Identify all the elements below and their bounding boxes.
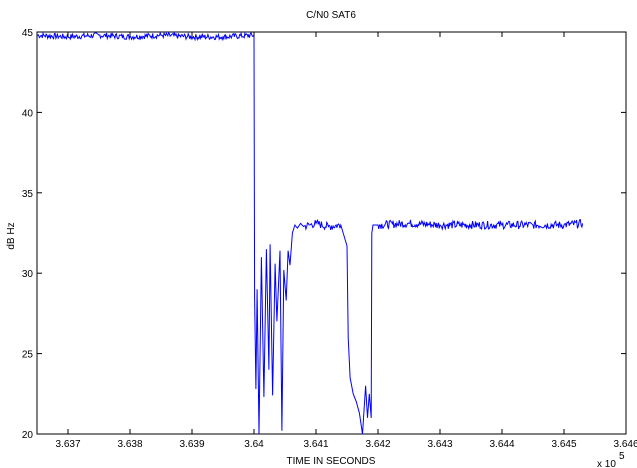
x-tick-label: 3.641 <box>303 439 328 450</box>
x-tick-label: 3.643 <box>427 439 452 450</box>
chart-title: C/N0 SAT6 <box>306 10 356 21</box>
x-tick-label: 3.642 <box>365 439 390 450</box>
x-tick-label: 3.646 <box>613 439 637 450</box>
x-axis-label: TIME IN SECONDS <box>287 456 376 467</box>
plot-frame <box>36 31 627 435</box>
y-axis-label: dB Hz <box>6 222 17 249</box>
x-tick-label: 3.638 <box>117 439 142 450</box>
y-tick-label: 45 <box>22 28 34 39</box>
x-multiplier-exponent: 5 <box>619 451 625 462</box>
y-tick-label: 25 <box>22 350 34 361</box>
series-line <box>36 31 584 435</box>
x-tick-label: 3.644 <box>489 439 514 450</box>
y-tick-label: 30 <box>22 269 34 280</box>
x-tick-label: 3.637 <box>55 439 80 450</box>
x-multiplier-label: x 10 <box>597 459 616 468</box>
x-tick-label: 3.639 <box>179 439 204 450</box>
y-tick-label: 40 <box>22 108 34 119</box>
y-tick-label: 35 <box>22 189 34 200</box>
x-tick-label: 3.645 <box>551 439 576 450</box>
y-tick-label: 20 <box>22 430 34 441</box>
x-tick-label: 3.64 <box>244 439 264 450</box>
